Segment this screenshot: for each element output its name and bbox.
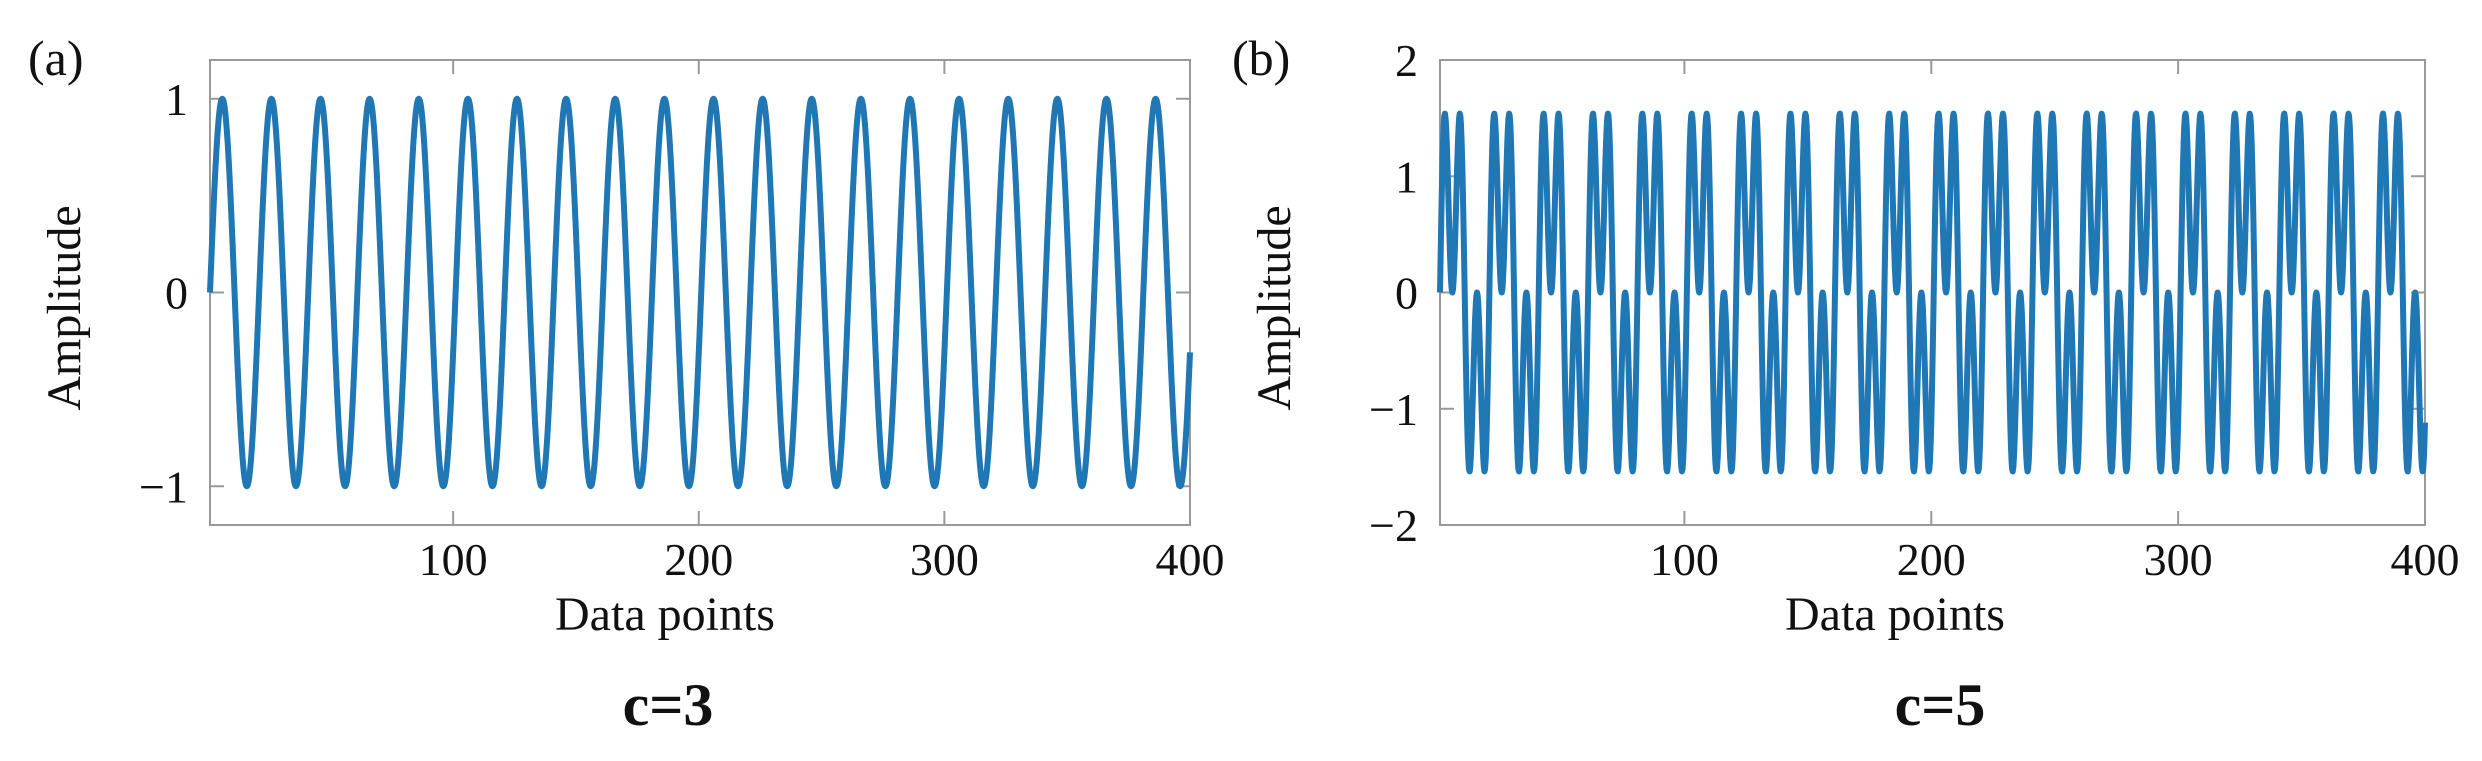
y-axis-label-a: Amplitude [38, 205, 91, 410]
x-axis-label-b: Data points [1785, 588, 2005, 641]
x-tick-label: 400 [2391, 534, 2460, 585]
y-tick-label: 2 [1395, 35, 1418, 86]
y-axis-label-b: Amplitude [1248, 205, 1301, 410]
y-tick-label: 1 [165, 74, 188, 125]
x-tick-label: 400 [1156, 534, 1225, 585]
y-tick-label: −1 [1369, 384, 1418, 435]
x-ticks-b: 100 200 300 400 [1650, 60, 2460, 585]
panel-label-a: (a) [28, 30, 84, 86]
x-tick-label: 100 [419, 534, 488, 585]
y-tick-label: −1 [139, 461, 188, 512]
y-ticks-a: −1 0 1 [139, 74, 1190, 512]
y-ticks-b: −2 −1 0 1 2 [1369, 35, 2425, 551]
series-line-b [1437, 110, 2428, 475]
y-tick-label: −2 [1369, 500, 1418, 551]
x-tick-label: 200 [1897, 534, 1966, 585]
x-ticks-a: 100 200 300 400 [419, 60, 1225, 585]
x-axis-label-a: Data points [555, 588, 775, 641]
caption-a: c=3 [623, 672, 714, 738]
x-tick-label: 100 [1650, 534, 1719, 585]
chart-panel-b: (b) −2 −1 0 1 2 100 200 300 400 Data points Amp… [1232, 30, 2460, 738]
y-tick-label: 1 [1395, 151, 1418, 202]
panel-label-b: (b) [1232, 30, 1290, 86]
x-tick-label: 300 [2144, 534, 2213, 585]
caption-b: c=5 [1895, 672, 1986, 738]
x-tick-label: 300 [910, 534, 979, 585]
series-line-a [207, 95, 1193, 490]
y-tick-label: 0 [165, 268, 188, 319]
x-tick-label: 200 [664, 534, 733, 585]
chart-panel-a: (a) −1 0 1 100 200 300 400 Data points Amplit… [28, 30, 1225, 738]
y-tick-label: 0 [1395, 268, 1418, 319]
